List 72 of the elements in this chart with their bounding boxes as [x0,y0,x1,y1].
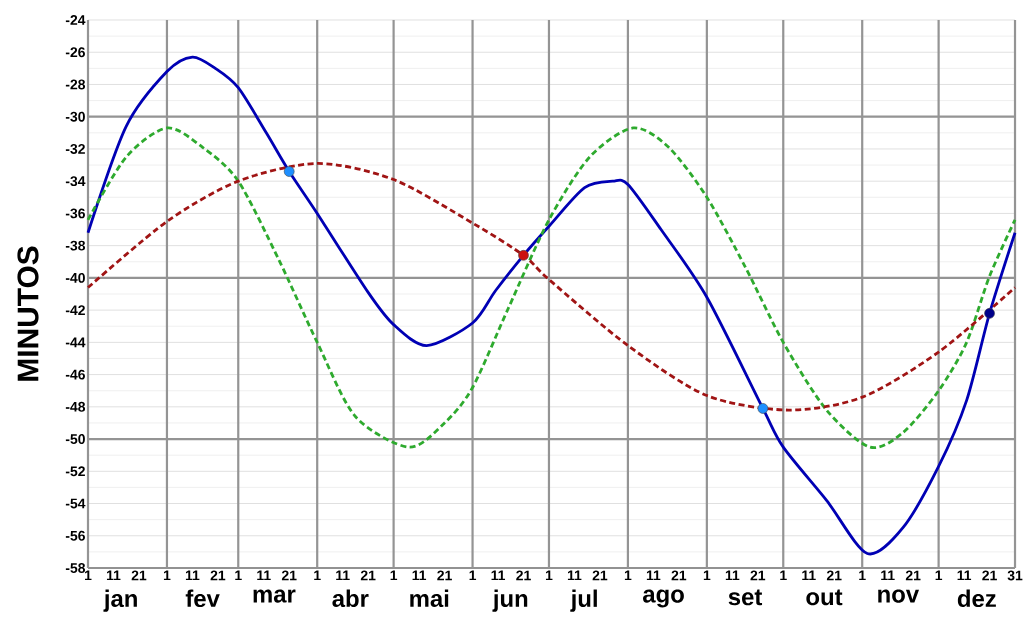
x-tick-label: 11 [646,570,661,581]
x-tick-label: 21 [437,570,452,581]
x-tick-label: 31 [1007,570,1023,581]
x2-tick-label: nov [878,589,920,603]
y-tick-label: -30 [65,111,85,122]
y-tick-label: -54 [65,498,86,509]
y-tick-label: -26 [65,47,85,58]
x-tick-label: 11 [957,570,972,581]
y-tick-label: -28 [65,79,86,90]
x-tick-label: 21 [131,570,147,581]
x-tick-label: 1 [935,570,943,581]
x-tick-label: 1 [390,570,398,581]
x-tick-label: 1 [624,570,632,581]
x-tick-label: 11 [725,570,740,581]
x2-tick-label: jan [103,589,137,612]
x-tick-label: 21 [750,570,766,581]
y-tick-label: -38 [65,240,86,251]
x-tick-label: 21 [592,570,608,581]
x-tick-label: 11 [881,570,895,581]
x-tick-label: 11 [802,570,816,581]
x-tick-label: 1 [314,570,321,581]
x-tick-label: 1 [859,570,866,581]
x-tick-label: 11 [567,570,582,581]
x-tick-label: 11 [257,570,271,581]
x-tick-label: 21 [905,570,921,581]
x-tick-label: 1 [469,570,477,581]
y-axis-title: MINUTOS [17,246,39,381]
x-tick-label: 11 [336,570,350,581]
x2-tick-label: fev [185,589,220,608]
x-tick-label: 11 [412,570,427,581]
x-tick-label: 1 [703,570,711,581]
x2-tick-label: set [728,589,763,606]
x-tick-label: 21 [516,570,531,581]
point [984,308,995,319]
x2-tick-label: ago [643,589,684,608]
y-tick-label: -48 [65,401,86,412]
x-tick-label: 1 [780,570,787,581]
x-tick-label: 21 [360,570,376,581]
x2-tick-label: jul [570,589,597,612]
x-tick-label: 11 [185,570,200,581]
y-tick-label: -36 [65,208,85,219]
x-tick-label: 21 [281,570,297,581]
y-tick-label: -56 [65,530,85,541]
x-tick-label: 11 [106,570,121,581]
x2-tick-label: mar [253,589,296,603]
y-tick-label: -32 [65,143,85,154]
y-tick-label: -40 [65,272,85,283]
x-tick-label: 1 [235,570,242,581]
point [757,403,769,414]
x-tick-label: 1 [85,570,92,581]
x2-tick-label: abr [332,589,369,608]
x-tick-label: 21 [826,570,842,581]
y-tick-label: -34 [65,176,86,187]
x-tick-label: 11 [491,570,506,581]
x-tick-label: 21 [210,570,226,581]
x2-tick-label: jun [492,589,528,612]
y-tick-label: -52 [65,466,85,477]
x-tick-label: 21 [671,570,687,581]
x2-tick-label: mai [410,589,449,608]
y-tick-label: -50 [65,434,85,444]
x2-tick-label: dez [957,589,996,608]
y-tick-label: -46 [65,369,85,380]
point [518,250,529,261]
x-tick-label: 1 [545,570,553,581]
point [283,166,295,177]
y-tick-label: -44 [65,337,86,348]
x-tick-label: 1 [163,570,171,581]
y-tick-label: -58 [65,563,86,573]
y-tick-label: -42 [65,305,85,315]
x2-tick-label: out [806,589,843,606]
y-tick-label: -24 [65,15,86,25]
x-tick-label: 21 [982,570,997,581]
